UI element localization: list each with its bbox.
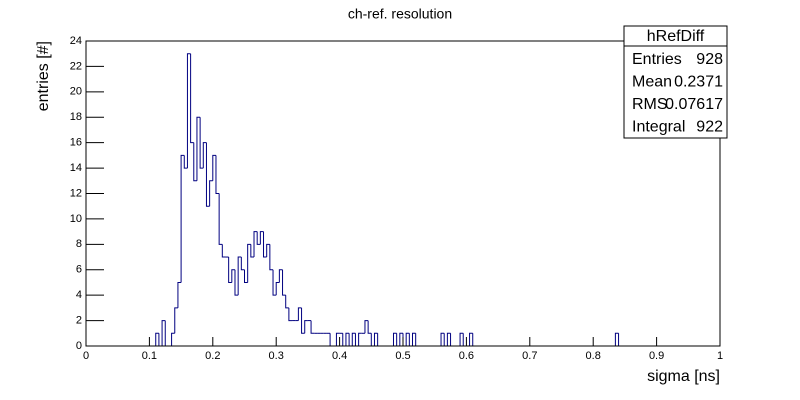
y-tick-label: 0: [76, 340, 82, 352]
y-tick-label: 8: [76, 238, 82, 250]
x-axis-label: sigma [ns]: [647, 368, 720, 385]
bar: [199, 117, 204, 169]
bar: [174, 307, 178, 334]
stats-value: 928: [696, 51, 723, 68]
bar: [212, 154, 216, 181]
x-tick-label: 0.8: [586, 350, 601, 362]
bar: [275, 281, 280, 296]
stats-value: 922: [696, 119, 723, 136]
stats-value: 0.2371: [674, 74, 723, 91]
y-tick-label: 14: [70, 162, 82, 174]
x-tick-label: 0.9: [649, 350, 664, 362]
bar: [180, 154, 185, 283]
bar: [244, 269, 248, 283]
stats-title: hRefDiff: [647, 28, 705, 45]
stats-label: RMS: [632, 96, 668, 113]
bar: [351, 332, 356, 346]
x-tick-label: 0.3: [269, 350, 284, 362]
bar: [202, 142, 207, 169]
bar: [240, 257, 245, 271]
bar: [440, 332, 445, 346]
bar: [272, 269, 277, 296]
x-tick-label: 0.6: [459, 350, 474, 362]
bar: [190, 53, 194, 144]
x-tick-label: 1: [717, 350, 723, 362]
x-tick-label: 0.7: [522, 350, 537, 362]
bar: [358, 332, 362, 346]
bar: [310, 320, 315, 334]
bar: [196, 116, 201, 181]
bar: [405, 332, 410, 346]
bar: [221, 244, 226, 258]
bar: [345, 332, 350, 346]
y-tick-label: 2: [76, 314, 82, 326]
stats-label: Entries: [632, 51, 682, 68]
bar: [253, 231, 258, 258]
bar: [266, 243, 270, 258]
stats-label: Integral: [632, 119, 685, 136]
chart-title: ch-ref. resolution: [348, 6, 452, 22]
x-tick-label: 0.1: [142, 350, 157, 362]
bar: [155, 332, 159, 346]
y-tick-label: 20: [70, 86, 82, 98]
x-tick-label: 0.5: [395, 350, 410, 362]
x-tick-label: 0.4: [332, 350, 347, 362]
stats-label: Mean: [632, 74, 672, 91]
bar: [335, 332, 340, 346]
y-tick-label: 22: [70, 60, 82, 72]
x-tick-label: 0: [83, 350, 89, 362]
bar: [183, 155, 188, 169]
bar: [412, 332, 416, 346]
bar: [256, 231, 261, 245]
bar: [263, 231, 267, 258]
y-tick-label: 24: [70, 35, 82, 47]
stats-box: [623, 25, 728, 139]
bar: [186, 53, 191, 169]
bar: [614, 332, 619, 346]
y-tick-label: 10: [70, 213, 82, 225]
bar: [171, 332, 175, 346]
bar: [392, 332, 397, 346]
y-tick-label: 16: [70, 137, 82, 149]
bar: [469, 332, 473, 346]
bar: [237, 256, 242, 296]
bar: [228, 257, 232, 283]
bar: [177, 281, 182, 308]
bar: [209, 180, 213, 207]
y-tick-label: 6: [76, 264, 82, 276]
stats-value: 0.07617: [665, 96, 723, 113]
bar: [399, 332, 403, 346]
y-axis-label: entries [#]: [35, 41, 52, 111]
bar: [218, 193, 223, 245]
bar: [301, 307, 305, 334]
bar: [285, 295, 289, 309]
bar: [269, 244, 274, 271]
bar: [215, 155, 220, 194]
bar: [459, 332, 464, 346]
bar: [259, 231, 264, 245]
bar: [247, 243, 251, 283]
bar: [234, 269, 239, 296]
bar: [161, 320, 166, 346]
bar: [297, 307, 302, 321]
bar: [205, 142, 210, 207]
y-tick-label: 18: [70, 111, 82, 123]
bar: [288, 307, 293, 322]
bar: [304, 320, 308, 334]
x-tick-label: 0.2: [205, 350, 220, 362]
bar: [231, 269, 235, 283]
bar: [364, 320, 369, 334]
y-tick-label: 4: [76, 289, 82, 301]
bar: [373, 332, 378, 346]
bar: [446, 332, 451, 346]
bar: [278, 269, 283, 283]
bar: [367, 320, 372, 334]
y-tick-label: 12: [70, 187, 82, 199]
bar: [193, 142, 197, 182]
bar: [250, 244, 255, 258]
bar: [282, 269, 286, 296]
